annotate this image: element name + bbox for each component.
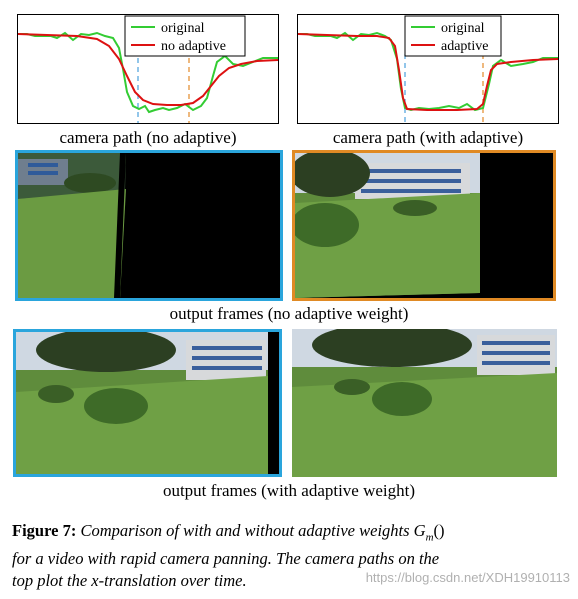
figure-caption-line-2: for a video with rapid camera panning. T… [12,549,440,569]
math-symbol: Gm() [413,521,445,544]
camera-path-plot-no-adaptive: original no adaptive [17,14,279,124]
smoothed-path-line [297,33,559,111]
watermark: https://blog.csdn.net/XDH19910113 [365,570,570,585]
plot-no-adaptive-svg: original no adaptive [17,14,279,124]
output-frame-with-adaptive-right [292,329,557,477]
legend-box [404,15,502,57]
figure-caption-line-3: top plot the x-translation over time. [12,571,247,591]
legend-label-original: original [441,21,485,36]
output-frame-no-adaptive-right [292,150,556,301]
output-frame-with-adaptive-left [13,329,282,477]
legend-label-no-adaptive: no adaptive [161,39,226,54]
plot-with-adaptive-svg: original adaptive [297,14,559,124]
output-frame-no-adaptive-left [15,150,283,301]
scene-image [18,153,280,298]
camera-path-plot-with-adaptive: original adaptive [297,14,559,124]
scene-image [16,332,279,474]
figure-caption-line-1: Figure 7: Comparison of with and without… [12,520,568,548]
figure-caption: Figure 7: Comparison of with and without… [12,520,568,592]
scene-image [292,329,557,477]
plot-caption-with-adaptive: camera path (with adaptive) [332,128,524,147]
smoothed-path-line [17,33,279,106]
legend-box [124,15,246,57]
legend-label-adaptive: adaptive [441,39,488,54]
frames-caption-no-adaptive: output frames (no adaptive weight) [169,304,409,323]
frames-caption-with-adaptive: output frames (with adaptive weight) [162,481,416,500]
scene-image [295,153,553,298]
figure-caption-text-1: Comparison of with and without adaptive … [80,521,410,540]
plot-caption-no-adaptive: camera path (no adaptive) [59,128,237,147]
figure-label: Figure 7: [12,521,77,540]
legend-label-original: original [161,21,205,36]
